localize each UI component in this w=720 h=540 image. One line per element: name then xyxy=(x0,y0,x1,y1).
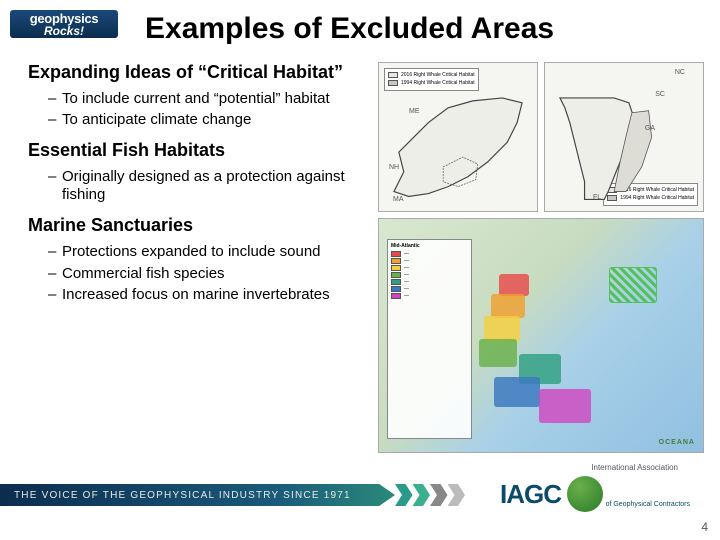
map-panel: 2016 Right Whale Critical Habitat 1994 R… xyxy=(378,62,708,453)
legend-swatch xyxy=(391,265,401,271)
iagc-subtitle: of Geophysical Contractors xyxy=(570,501,690,508)
bullet: Commercial fish species xyxy=(48,265,358,284)
legend-swatch xyxy=(388,80,398,86)
map-region-patch xyxy=(491,294,525,318)
legend-swatch xyxy=(391,279,401,285)
legend-label: 1994 Right Whale Critical Habitat xyxy=(401,80,475,87)
state-label: MA xyxy=(393,196,404,203)
legend-title: Mid-Atlantic xyxy=(391,243,468,249)
legend-swatch xyxy=(391,272,401,278)
footer-tagline-bar: THE VOICE OF THE GEOPHYSICAL INDUSTRY SI… xyxy=(0,484,395,506)
map-region-patch xyxy=(609,267,657,303)
map-region-patch xyxy=(479,339,517,367)
page-number: 4 xyxy=(701,520,708,534)
chevron-icon xyxy=(430,484,448,506)
bullet: Originally designed as a protection agai… xyxy=(48,168,358,206)
iagc-text: IAGC xyxy=(500,479,561,510)
state-label: FL xyxy=(593,194,601,201)
geophysics-rocks-logo: geophysics Rocks! xyxy=(10,10,118,38)
legend-label: 2016 Right Whale Critical Habitat xyxy=(401,72,475,79)
chevron-icon xyxy=(395,484,413,506)
legend-swatch xyxy=(391,251,401,257)
bullet: To include current and “potential” habit… xyxy=(48,90,358,109)
section-heading-0: Expanding Ideas of “Critical Habitat” xyxy=(28,62,358,84)
section-bullets-1: Originally designed as a protection agai… xyxy=(28,168,358,206)
legend-label: — xyxy=(404,272,409,278)
section-bullets-2: Protections expanded to include sound Co… xyxy=(28,243,358,305)
map-region-patch xyxy=(539,389,591,423)
legend-label: — xyxy=(404,286,409,292)
coastline-southeast xyxy=(555,93,693,201)
map-legend: 2016 Right Whale Critical Habitat 1994 R… xyxy=(384,68,479,91)
legend-swatch xyxy=(391,286,401,292)
slide-title: Examples of Excluded Areas xyxy=(145,12,554,46)
chevron-icon xyxy=(448,484,466,506)
map-mid-atlantic: Mid-Atlantic — — — — — — — OCEANA xyxy=(378,218,704,453)
legend-label: — xyxy=(404,258,409,264)
map-legend-panel: Mid-Atlantic — — — — — — — xyxy=(387,239,472,439)
map-northeast: 2016 Right Whale Critical Habitat 1994 R… xyxy=(378,62,538,212)
section-heading-2: Marine Sanctuaries xyxy=(28,215,358,237)
section-heading-1: Essential Fish Habitats xyxy=(28,140,358,162)
legend-swatch xyxy=(391,258,401,264)
legend-label: — xyxy=(404,279,409,285)
legend-label: — xyxy=(404,265,409,271)
legend-swatch xyxy=(391,293,401,299)
state-label: SC xyxy=(655,91,665,98)
bullet: To anticipate climate change xyxy=(48,111,358,130)
legend-label: — xyxy=(404,251,409,257)
logo-line1: geophysics xyxy=(30,12,99,25)
map-southeast: 2016 Right Whale Critical Habitat 1994 R… xyxy=(544,62,704,212)
iagc-logo: IAGC xyxy=(500,470,690,518)
state-label: GA xyxy=(645,125,655,132)
footer-chevrons xyxy=(395,484,465,506)
state-label: ME xyxy=(409,108,420,115)
logo-line2: Rocks! xyxy=(44,25,84,37)
bullet: Increased focus on marine invertebrates xyxy=(48,286,358,305)
legend-label: — xyxy=(404,293,409,299)
bullet: Protections expanded to include sound xyxy=(48,243,358,262)
section-bullets-0: To include current and “potential” habit… xyxy=(28,90,358,131)
state-label: NH xyxy=(389,164,399,171)
footer-tagline: THE VOICE OF THE GEOPHYSICAL INDUSTRY SI… xyxy=(14,490,351,501)
oceana-label: OCEANA xyxy=(659,439,695,446)
legend-swatch xyxy=(388,72,398,78)
chevron-icon xyxy=(413,484,431,506)
state-label: NC xyxy=(675,69,685,76)
map-region-patch xyxy=(494,377,540,407)
text-content: Expanding Ideas of “Critical Habitat” To… xyxy=(28,62,358,315)
map-region-patch xyxy=(499,274,529,296)
